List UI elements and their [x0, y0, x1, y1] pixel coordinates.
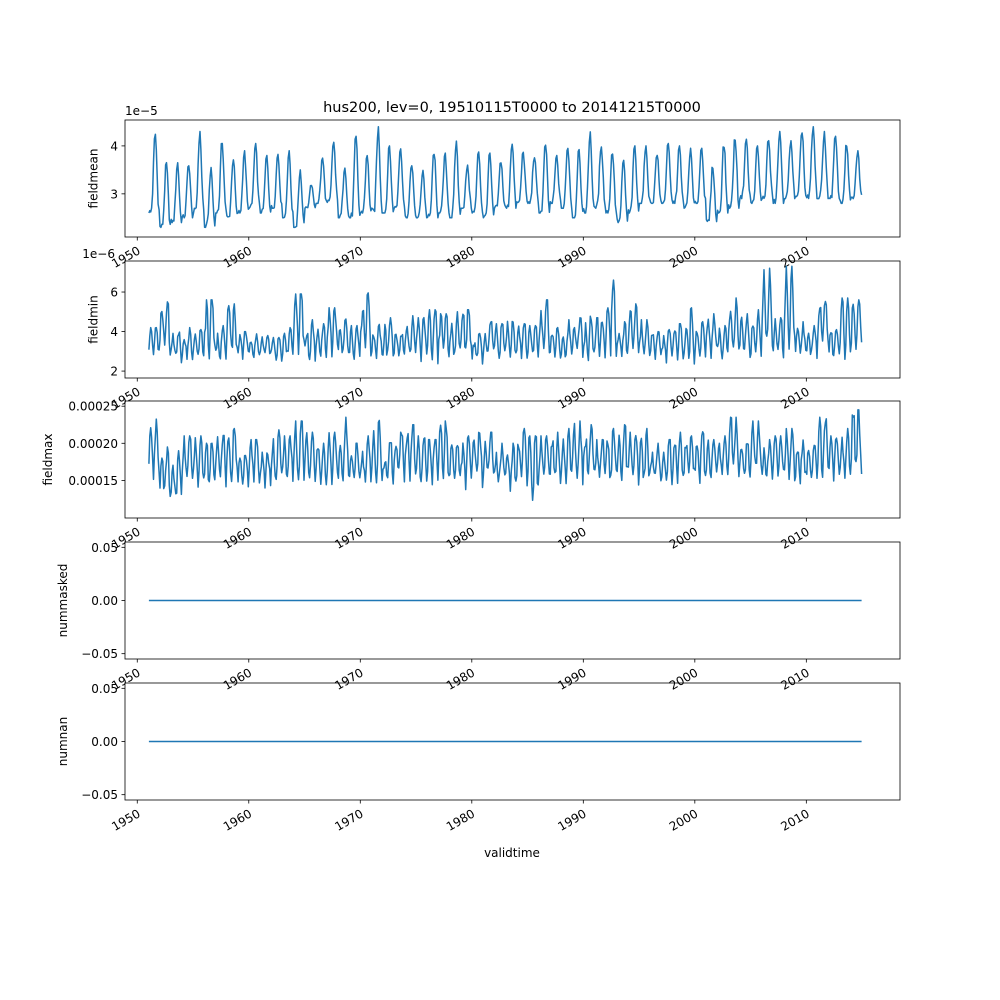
y-axis-label: fieldmean: [86, 149, 100, 209]
chart-title: hus200, lev=0, 19510115T0000 to 20141215…: [323, 100, 701, 116]
y-axis-label: fieldmin: [86, 295, 100, 344]
y-tick-label: 2: [110, 365, 118, 379]
y-offset-text: 1e−6: [82, 247, 115, 261]
axes-frame: [124, 400, 901, 519]
y-tick-label: 0.00025: [68, 400, 118, 414]
x-axis-label: validtime: [484, 846, 540, 860]
y-tick-label: 0.00: [91, 735, 118, 749]
axes-frame: [124, 260, 901, 379]
y-axis-label: numnan: [56, 717, 70, 766]
series-line-fieldmin: [148, 265, 863, 365]
y-axis-label: nummasked: [56, 564, 70, 638]
y-tick-label: −0.05: [81, 647, 118, 661]
y-tick-label: −0.05: [81, 788, 118, 802]
y-tick-label: 0.00015: [68, 474, 118, 488]
y-tick-label: 0.00020: [68, 437, 118, 451]
axes-frame: [124, 119, 901, 238]
y-tick-label: 3: [110, 187, 118, 201]
y-tick-label: 0.00: [91, 594, 118, 608]
y-tick-label: 0.05: [91, 541, 118, 555]
y-tick-label: 0.05: [91, 682, 118, 696]
series-line-fieldmean: [148, 125, 863, 229]
y-tick-label: 4: [110, 325, 118, 339]
y-tick-label: 4: [110, 139, 118, 153]
y-offset-text: 1e−5: [125, 104, 158, 118]
y-tick-label: 6: [110, 286, 118, 300]
y-axis-label: fieldmax: [41, 433, 55, 485]
series-line-fieldmax: [148, 409, 863, 502]
